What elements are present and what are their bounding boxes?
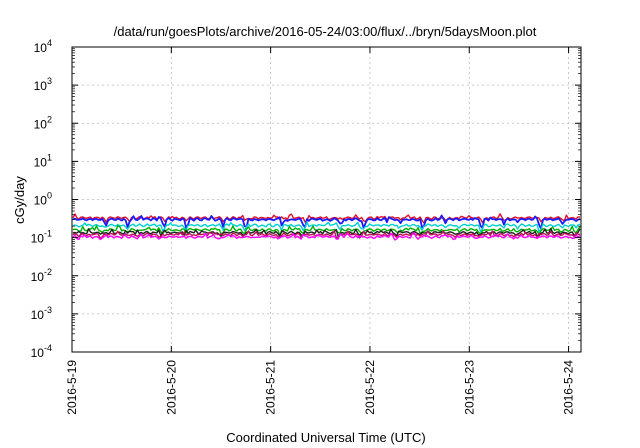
- series-line-3: [72, 221, 581, 233]
- x-tick-label: 2016-5-23: [462, 360, 476, 415]
- y-tick-label: 10-2: [31, 267, 52, 284]
- grid-lines: [72, 47, 581, 352]
- y-axis-label: cGy/day: [12, 176, 27, 224]
- y-tick-label: 100: [34, 191, 52, 208]
- x-tick-label: 2016-5-21: [264, 360, 278, 415]
- chart-title: /data/run/goesPlots/archive/2016-05-24/0…: [114, 24, 537, 39]
- series-line-5: [72, 227, 581, 238]
- y-tick-label: 103: [34, 76, 52, 93]
- data-series: [72, 213, 581, 241]
- x-tick-label: 2016-5-19: [65, 360, 79, 415]
- x-tick-label: 2016-5-24: [562, 360, 576, 415]
- series-line-2: [72, 214, 581, 230]
- y-tick-label: 101: [34, 152, 52, 169]
- series-line-7: [72, 232, 581, 241]
- y-axis-ticks: 10-4 10-3 10-2 10-1 100 101 102 103 104: [31, 38, 581, 360]
- y-tick-label: 104: [34, 38, 52, 55]
- y-tick-label: 10-4: [31, 343, 52, 360]
- x-axis-label: Coordinated Universal Time (UTC): [226, 430, 425, 445]
- x-tick-label: 2016-5-20: [164, 360, 178, 415]
- series-line-4: [72, 225, 581, 236]
- y-tick-label: 10-3: [31, 305, 52, 322]
- x-axis-ticks: 2016-5-19 2016-5-20 2016-5-21 2016-5-22 2016…: [65, 47, 576, 415]
- x-tick-label: 2016-5-22: [363, 360, 377, 415]
- y-tick-label: 10-1: [31, 229, 52, 246]
- y-tick-label: 102: [34, 114, 52, 131]
